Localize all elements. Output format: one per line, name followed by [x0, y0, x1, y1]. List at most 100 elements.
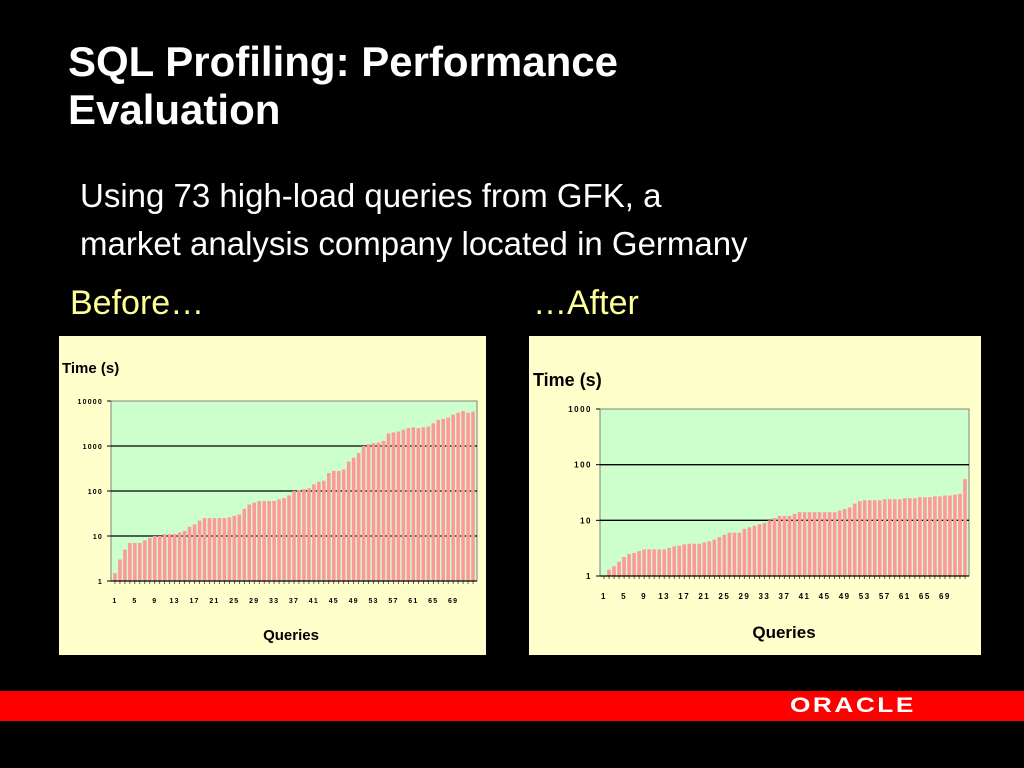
bar — [217, 518, 222, 581]
bar — [717, 537, 722, 576]
x-tick-label: 5 — [132, 598, 137, 605]
x-tick-label: 49 — [839, 592, 851, 601]
bar — [346, 461, 351, 581]
bar — [232, 515, 237, 581]
bar — [797, 512, 802, 576]
bar — [847, 507, 852, 576]
bar — [762, 522, 767, 576]
x-tick-label: 17 — [678, 592, 690, 601]
bar — [867, 500, 872, 576]
bar — [687, 543, 692, 576]
bar — [857, 501, 862, 576]
bar — [207, 518, 212, 581]
bar — [807, 512, 812, 576]
bar — [147, 538, 152, 581]
bar — [837, 510, 842, 576]
bar — [732, 532, 737, 576]
chart-panel-before: Time (s) 1 10 100 1000 10000 1 5 9 13 17 21 25 29 33 37… — [59, 336, 486, 655]
bar — [292, 491, 296, 581]
bar — [267, 500, 271, 581]
bar — [923, 497, 927, 576]
subtitle-line-1: Using 73 high-load queries from GFK, a — [80, 177, 662, 214]
bar — [152, 536, 157, 581]
bar — [262, 500, 266, 581]
bar — [396, 431, 401, 581]
bar — [366, 444, 371, 581]
bar — [277, 499, 281, 581]
bar — [202, 518, 207, 581]
bar — [757, 524, 762, 576]
x-tick-label: 9 — [641, 592, 647, 601]
bar — [822, 512, 827, 576]
x-tick-label: 21 — [698, 592, 710, 601]
bar — [197, 520, 202, 581]
bar — [627, 553, 631, 576]
slide-title: SQL Profiling: Performance Evaluation — [68, 38, 968, 134]
bar — [322, 480, 326, 581]
bar — [471, 411, 475, 581]
bar — [637, 551, 641, 576]
bar — [327, 473, 331, 581]
bar — [371, 443, 376, 581]
bar — [787, 515, 792, 576]
bar — [162, 534, 167, 581]
x-tick-label: 61 — [408, 598, 418, 605]
bar — [456, 412, 460, 581]
x-tick-label: 69 — [448, 598, 458, 605]
bar — [903, 498, 907, 576]
bar — [652, 549, 656, 576]
bar — [612, 566, 616, 576]
caption-after: …After — [533, 284, 639, 322]
bar — [426, 426, 431, 581]
bar — [361, 446, 366, 581]
x-tick-label: 13 — [658, 592, 670, 601]
y-tick-label: 1000 — [568, 405, 592, 414]
bar — [918, 497, 922, 576]
bar — [892, 499, 897, 576]
x-tick-label: 37 — [779, 592, 791, 601]
oracle-logo: ORACLE — [790, 694, 916, 717]
caption-before: Before… — [70, 284, 205, 322]
title-line-2: Evaluation — [68, 86, 281, 133]
bar — [662, 549, 666, 576]
x-tick-label: 33 — [758, 592, 770, 601]
x-tick-label: 41 — [309, 598, 319, 605]
bar — [747, 527, 752, 576]
x-tick-label: 5 — [621, 592, 627, 601]
footer-bar — [0, 691, 1024, 721]
bar — [677, 545, 682, 576]
bar — [237, 514, 242, 581]
bar — [381, 440, 386, 581]
x-tick-label: 37 — [289, 598, 299, 605]
bar — [697, 543, 702, 576]
bar — [872, 500, 877, 576]
bar — [657, 549, 661, 576]
bar — [953, 494, 957, 576]
bar — [336, 470, 341, 581]
bar — [192, 524, 197, 581]
bar — [302, 489, 306, 581]
bar — [752, 525, 757, 576]
bar — [351, 457, 356, 581]
bar — [182, 530, 187, 581]
x-tick-label: 1 — [112, 598, 117, 605]
bar — [113, 573, 117, 581]
bar — [118, 559, 122, 581]
bar — [446, 417, 450, 581]
slide-subtitle: Using 73 high-load queries from GFK, a m… — [80, 172, 920, 268]
chart-panel-after: Time (s) 1 10 100 1000 1 5 9 13 17 21 25 29 33 37 41 45 4… — [529, 336, 981, 655]
x-tick-label: 25 — [229, 598, 239, 605]
x-tick-label: 53 — [368, 598, 378, 605]
bar — [727, 532, 732, 576]
x-tick-label: 21 — [209, 598, 219, 605]
bar — [222, 518, 227, 581]
bar — [461, 410, 465, 581]
bar — [411, 427, 416, 581]
x-tick-label: 57 — [879, 592, 891, 601]
y-axis-label: Time (s) — [62, 360, 119, 377]
bar — [607, 569, 611, 576]
bar — [933, 496, 937, 576]
bar — [138, 542, 142, 581]
bar — [742, 528, 747, 576]
x-tick-label: 65 — [919, 592, 931, 601]
